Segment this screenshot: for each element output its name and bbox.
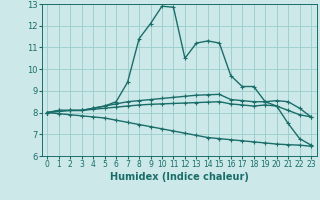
X-axis label: Humidex (Indice chaleur): Humidex (Indice chaleur)	[110, 172, 249, 182]
